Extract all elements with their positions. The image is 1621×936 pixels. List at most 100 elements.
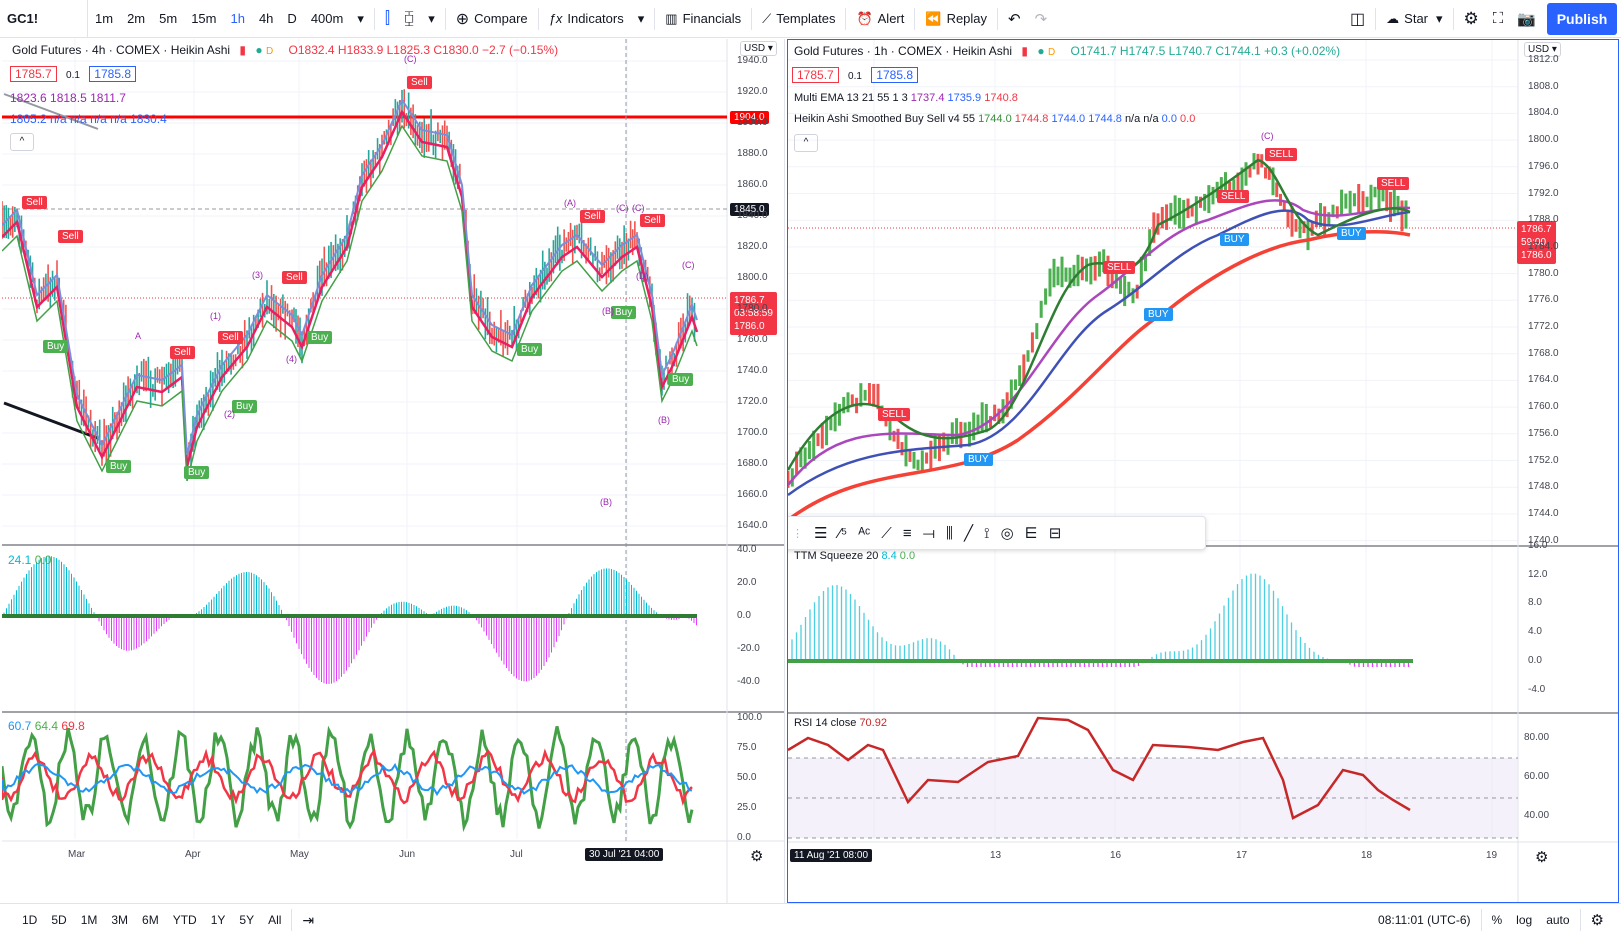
right-rsi-name: RSI 14 close xyxy=(794,717,857,729)
settings-gear-icon[interactable]: ⚙ xyxy=(1463,8,1479,28)
buy-signal: Buy xyxy=(611,306,637,319)
candle xyxy=(1275,182,1279,198)
heikin-ashi-icon[interactable]: ⧮ xyxy=(404,9,415,27)
range-6m[interactable]: 6M xyxy=(142,913,159,927)
pattern-icon[interactable]: ⟟ xyxy=(983,524,990,542)
status-dot-icon: ● xyxy=(255,43,263,57)
compare-button[interactable]: ⊕ Compare xyxy=(449,0,535,38)
log-toggle[interactable]: log xyxy=(1516,913,1533,927)
fullscreen-icon[interactable]: ⛶ xyxy=(1492,10,1504,27)
collapse-legend-button[interactable]: ^ xyxy=(10,133,34,151)
range-1y[interactable]: 1Y xyxy=(210,913,226,927)
left-osc1-tick: 40.0 xyxy=(737,544,757,555)
right-price-tick: 1800.0 xyxy=(1528,134,1559,146)
range-5y[interactable]: 5Y xyxy=(239,913,255,927)
right-bid-box[interactable]: 1785.7 xyxy=(792,67,839,83)
interval-1m[interactable]: 1m xyxy=(95,11,114,26)
goto-date-icon[interactable]: ⇥ xyxy=(302,911,315,928)
star-button[interactable]: ☁ Star ▾ xyxy=(1379,0,1449,38)
candle xyxy=(892,430,896,442)
candle xyxy=(1039,300,1043,318)
interval-1h[interactable]: 1h xyxy=(230,11,245,26)
interval-400m[interactable]: 400m xyxy=(310,11,344,26)
right-ha-value-1: 1744.0 xyxy=(978,113,1012,125)
right-ha-value-8: 0.0 xyxy=(1180,113,1196,125)
right-ask-box[interactable]: 1785.8 xyxy=(871,67,918,83)
auto-toggle[interactable]: auto xyxy=(1546,913,1570,927)
rsi-line xyxy=(788,716,1411,820)
chart-properties-gear-icon[interactable]: ⚙ xyxy=(1590,912,1604,929)
interval-15m[interactable]: 15m xyxy=(191,11,217,26)
indicators-button[interactable]: ƒx Indicators xyxy=(542,0,631,38)
percent-toggle[interactable]: % xyxy=(1491,913,1503,927)
right-price-tick: 1792.0 xyxy=(1528,187,1559,199)
templates-button[interactable]: ⟋ Templates xyxy=(755,0,842,38)
range-3m[interactable]: 3M xyxy=(111,913,129,927)
interval-5m[interactable]: 5m xyxy=(159,11,178,26)
range-all[interactable]: All xyxy=(268,913,282,927)
collapse-legend-button[interactable]: ^ xyxy=(794,134,818,152)
right-legend-title: Gold Futures · 1h · COMEX · Heikin Ashi … xyxy=(794,44,1340,58)
candles-icon[interactable]: ⫿ xyxy=(384,9,390,27)
horizontal-ray-icon[interactable]: ⟞ xyxy=(922,524,936,542)
left-ask-box[interactable]: 1785.8 xyxy=(89,66,136,82)
trend-line-icon[interactable]: ╱ xyxy=(963,525,973,542)
indicators-dropdown-icon[interactable]: ▾ xyxy=(637,10,645,26)
redo-icon[interactable]: ↷ xyxy=(1034,10,1048,28)
symbol-search[interactable]: GC1! xyxy=(0,0,88,38)
financials-button[interactable]: ▥ Financials xyxy=(658,0,748,38)
right-price-tick: 1796.0 xyxy=(1528,160,1559,172)
right-chart[interactable]: Gold Futures · 1h · COMEX · Heikin Ashi … xyxy=(787,39,1619,903)
left-price-tick: 1800.0 xyxy=(737,272,768,283)
right-ttm-tick: 0.0 xyxy=(1528,654,1542,666)
alert-button[interactable]: ⏰ Alert xyxy=(849,0,911,38)
left-spread: 0.1 xyxy=(66,70,80,81)
layout-icon[interactable]: ◫ xyxy=(1350,10,1366,28)
path-icon[interactable]: ⟋ xyxy=(881,524,892,542)
candle xyxy=(867,383,871,406)
left-osc2-legend: 60.7 64.4 69.8 xyxy=(8,719,85,733)
interval-d[interactable]: D xyxy=(287,11,297,26)
candle xyxy=(1219,177,1223,200)
range-1d[interactable]: 1D xyxy=(22,913,38,927)
interval-4h[interactable]: 4h xyxy=(258,11,274,26)
elliott-correction-icon[interactable]: ᴬᶜ xyxy=(858,524,871,542)
vertical-lines-icon[interactable]: ⫼ xyxy=(946,524,953,542)
left-bid-box[interactable]: 1785.7 xyxy=(10,66,57,82)
chart-type-dropdown-icon[interactable]: ▾ xyxy=(428,10,435,26)
undo-icon[interactable]: ↶ xyxy=(1008,10,1021,28)
publish-button[interactable]: Publish xyxy=(1547,3,1617,35)
elliott-wave-label: (B) xyxy=(658,415,670,425)
fib-icon[interactable]: ≡ xyxy=(902,524,912,542)
sell-signal: Sell xyxy=(218,331,243,344)
candle xyxy=(850,394,854,406)
right-currency-button[interactable]: USD ▾ xyxy=(1524,42,1561,57)
horizontal-lines-icon[interactable]: ☰ xyxy=(814,525,828,542)
candle xyxy=(812,430,816,461)
range-5d[interactable]: 5D xyxy=(51,913,67,927)
left-currency-button[interactable]: USD ▾ xyxy=(740,41,777,56)
right-price-tick: 1748.0 xyxy=(1528,481,1559,493)
gann-icon[interactable]: ◎ xyxy=(1000,525,1014,542)
left-axis-settings-gear-icon[interactable]: ⚙ xyxy=(750,848,764,865)
channel-icon[interactable]: ⊟ xyxy=(1048,525,1062,542)
clock-timezone[interactable]: 08:11:01 (UTC-6) xyxy=(1378,913,1471,927)
interval-dropdown-icon[interactable]: ▾ xyxy=(357,10,364,26)
replay-button[interactable]: ⏪ Replay xyxy=(918,0,994,38)
camera-icon[interactable]: 📷 xyxy=(1517,10,1536,28)
drag-handle-icon[interactable]: ⋮⋮ xyxy=(788,527,803,540)
right-ha-value-2: 1744.8 xyxy=(1014,113,1049,125)
right-axis-settings-gear-icon[interactable]: ⚙ xyxy=(1535,849,1549,866)
candle xyxy=(1224,172,1227,204)
right-price-tick: 1752.0 xyxy=(1528,454,1559,466)
range-1m[interactable]: 1M xyxy=(80,913,98,927)
candle xyxy=(1314,210,1318,228)
interval-2m[interactable]: 2m xyxy=(127,11,146,26)
range-ytd[interactable]: YTD xyxy=(172,913,197,927)
left-chart[interactable]: Gold Futures · 4h · COMEX · Heikin Ashi … xyxy=(2,39,785,903)
elliott-impulse-icon[interactable]: ⁄⁵ xyxy=(838,524,848,542)
pitchfork-icon[interactable]: ⋿ xyxy=(1024,525,1038,542)
trailing-stop-green xyxy=(2,124,698,482)
right-time-tick: 13 xyxy=(990,850,1002,861)
sell-signal: SELL xyxy=(1265,148,1298,161)
